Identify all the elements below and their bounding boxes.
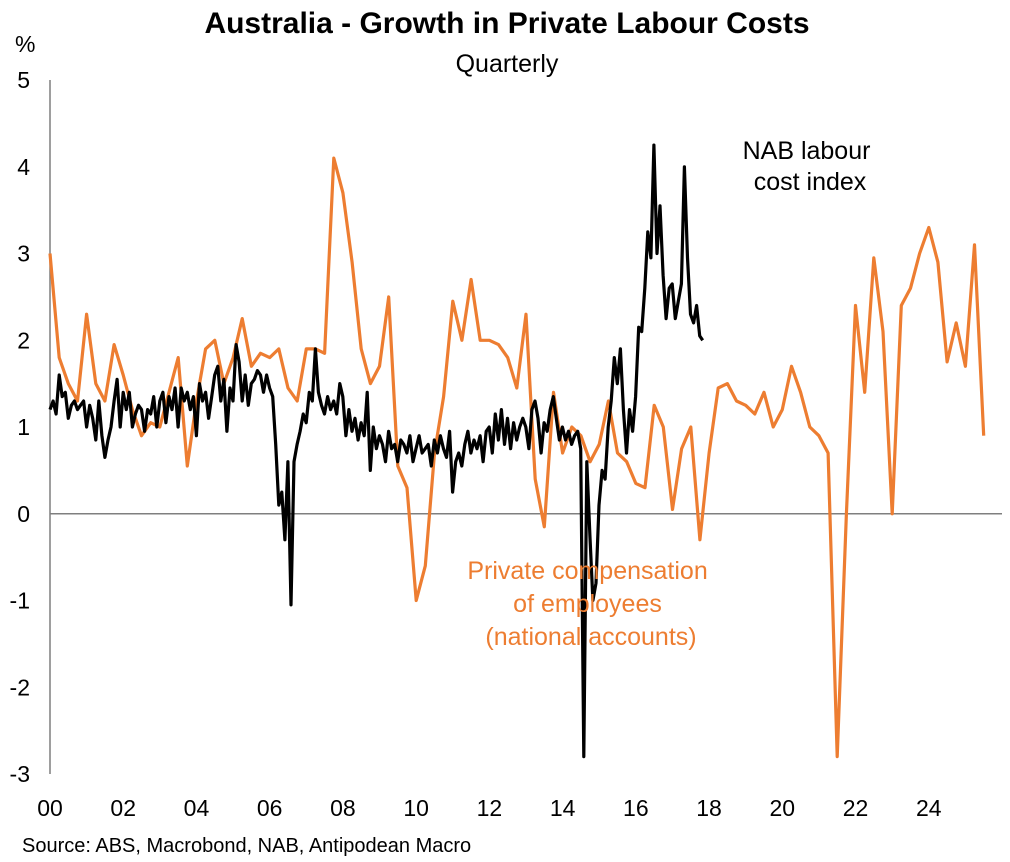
annotation-nab-line-2: cost index — [754, 168, 867, 196]
x-tick-label: 12 — [477, 795, 503, 821]
y-tick-label: 5 — [17, 67, 30, 93]
x-tick-label: 16 — [623, 795, 649, 821]
chart-subtitle: Quarterly — [456, 50, 559, 78]
y-tick-label: -3 — [10, 761, 30, 787]
x-tick-label: 02 — [110, 795, 136, 821]
x-tick-label: 18 — [696, 795, 722, 821]
series-line-private-compensation — [48, 156, 986, 759]
x-tick-label: 10 — [403, 795, 429, 821]
y-tick-label: 4 — [17, 154, 30, 180]
x-tick-label: 00 — [37, 795, 63, 821]
annotation-comp-line-2: of employees — [513, 590, 662, 618]
x-tick-label: 06 — [257, 795, 283, 821]
y-axis-ticks: -3 -2 -1 0 1 2 3 4 5 — [10, 67, 31, 787]
y-tick-label: 0 — [17, 501, 30, 527]
y-tick-label: 2 — [17, 327, 30, 353]
series-line-nab-labour-cost-index — [48, 143, 705, 759]
x-tick-label: 22 — [843, 795, 869, 821]
x-axis-ticks: 00 02 04 06 08 10 12 14 16 18 20 22 24 — [37, 795, 942, 821]
annotation-nab-line-1: NAB labour — [743, 137, 871, 165]
y-tick-label: 3 — [17, 241, 30, 267]
annotation-comp-line-1: Private compensation — [467, 557, 707, 585]
y-tick-label: 1 — [17, 414, 30, 440]
annotation-nab: NAB labour cost index — [743, 137, 878, 196]
y-tick-label: -1 — [10, 588, 30, 614]
x-tick-label: 14 — [550, 795, 576, 821]
annotation-comp-line-3: (national accounts) — [485, 623, 696, 651]
x-tick-label: 04 — [184, 795, 210, 821]
annotation-compensation: Private compensation of employees (natio… — [467, 557, 714, 651]
y-tick-label: -2 — [10, 674, 30, 700]
x-tick-label: 24 — [916, 795, 942, 821]
y-axis-unit: % — [15, 31, 35, 57]
x-tick-label: 08 — [330, 795, 356, 821]
source-note: Source: ABS, Macrobond, NAB, Antipodean … — [22, 835, 471, 857]
x-tick-label: 20 — [770, 795, 796, 821]
chart-title: Australia - Growth in Private Labour Cos… — [204, 7, 809, 40]
